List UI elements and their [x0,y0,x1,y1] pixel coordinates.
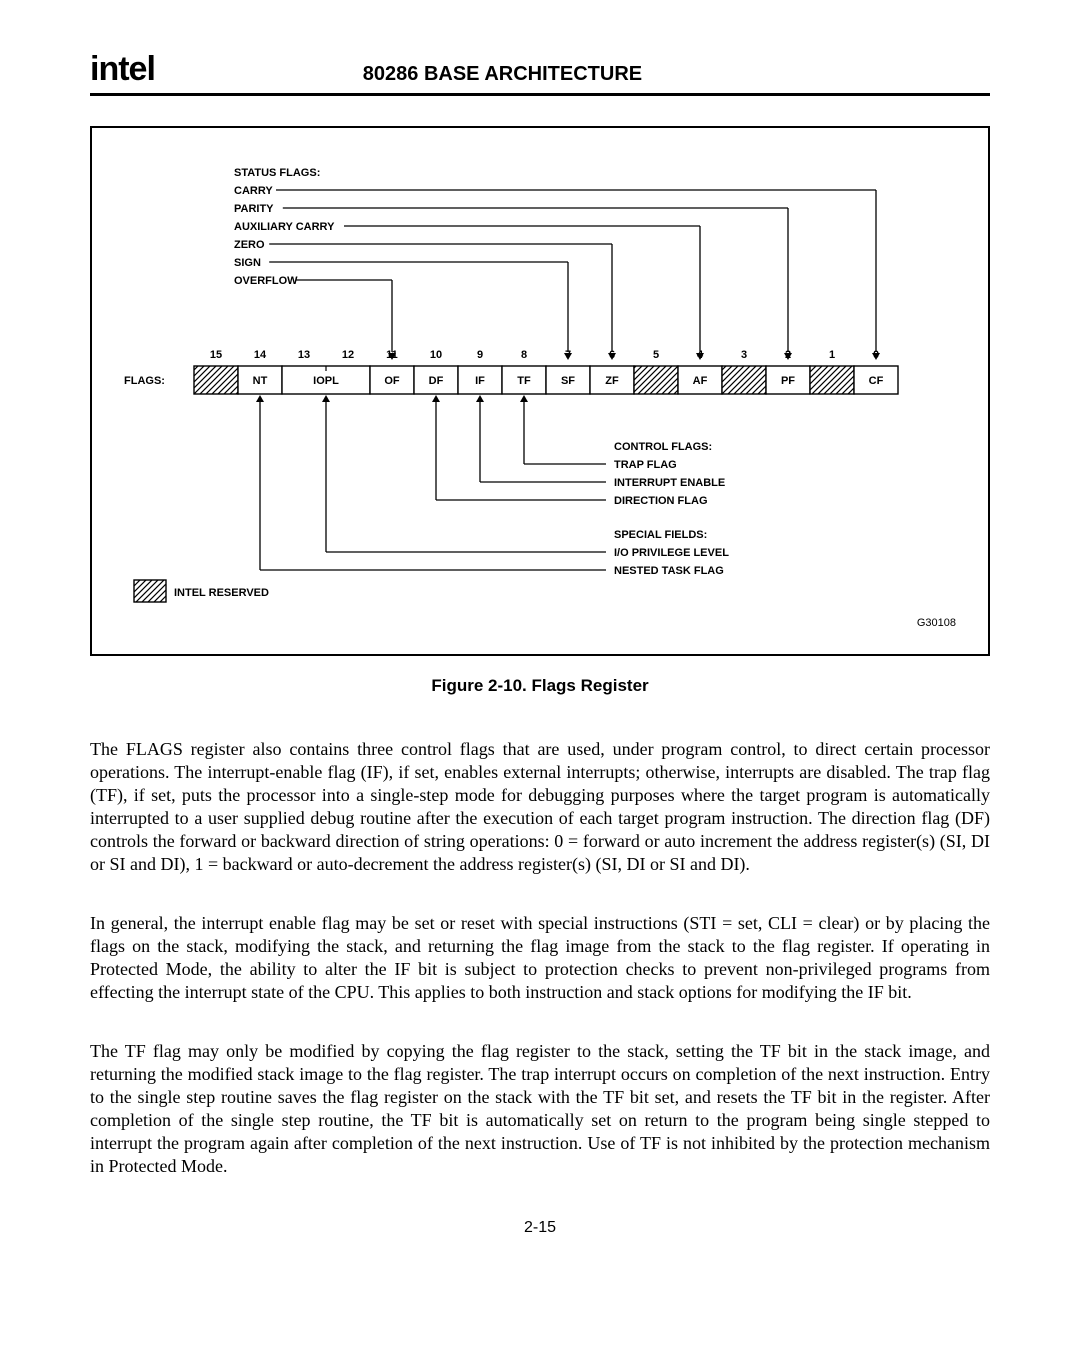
svg-text:CONTROL FLAGS:: CONTROL FLAGS: [614,441,712,453]
svg-text:13: 13 [298,349,310,361]
svg-text:9: 9 [477,349,483,361]
svg-text:TRAP FLAG: TRAP FLAG [614,459,677,471]
svg-text:I/O PRIVILEGE LEVEL: I/O PRIVILEGE LEVEL [614,547,729,559]
svg-text:STATUS FLAGS:: STATUS FLAGS: [234,167,320,179]
svg-text:CARRY: CARRY [234,185,273,197]
figure-caption: Figure 2-10. Flags Register [90,676,990,696]
svg-text:CF: CF [869,375,884,387]
svg-text:SPECIAL FIELDS:: SPECIAL FIELDS: [614,529,707,541]
svg-text:OVERFLOW: OVERFLOW [234,275,298,287]
page-header: intel 80286 BASE ARCHITECTURE [90,50,990,96]
page-number: 2-15 [90,1219,990,1237]
svg-text:15: 15 [210,349,222,361]
paragraph-2: In general, the interrupt enable flag ma… [90,912,990,1004]
intel-logo: intel [90,50,155,89]
paragraph-1: The FLAGS register also contains three c… [90,738,990,876]
svg-text:OF: OF [384,375,400,387]
paragraph-3: The TF flag may only be modified by copy… [90,1040,990,1178]
svg-text:INTEL RESERVED: INTEL RESERVED [174,587,269,599]
svg-text:AF: AF [693,375,708,387]
svg-text:IOPL: IOPL [313,375,339,387]
chapter-title: 80286 BASE ARCHITECTURE [363,63,642,86]
svg-text:NESTED TASK FLAG: NESTED TASK FLAG [614,565,724,577]
svg-text:8: 8 [521,349,527,361]
svg-text:ZF: ZF [605,375,619,387]
svg-text:DIRECTION FLAG: DIRECTION FLAG [614,495,708,507]
svg-text:FLAGS:: FLAGS: [124,375,165,387]
svg-text:AUXILIARY CARRY: AUXILIARY CARRY [234,221,335,233]
svg-text:PF: PF [781,375,795,387]
svg-text:INTERRUPT ENABLE: INTERRUPT ENABLE [614,477,725,489]
svg-text:3: 3 [741,349,747,361]
svg-text:DF: DF [429,375,444,387]
figure-frame: 1514131211109876543210FLAGS:NTIOPLOFDFIF… [90,126,990,656]
svg-text:SF: SF [561,375,575,387]
svg-text:IF: IF [475,375,485,387]
svg-text:PARITY: PARITY [234,203,274,215]
svg-text:5: 5 [653,349,659,361]
svg-text:SIGN: SIGN [234,257,261,269]
svg-text:ZERO: ZERO [234,239,265,251]
svg-text:NT: NT [253,375,268,387]
svg-text:10: 10 [430,349,442,361]
svg-text:14: 14 [254,349,267,361]
svg-text:1: 1 [829,349,835,361]
svg-text:12: 12 [342,349,354,361]
svg-text:G30108: G30108 [917,617,956,629]
svg-text:TF: TF [517,375,531,387]
flags-register-diagram: 1514131211109876543210FLAGS:NTIOPLOFDFIF… [114,156,970,636]
